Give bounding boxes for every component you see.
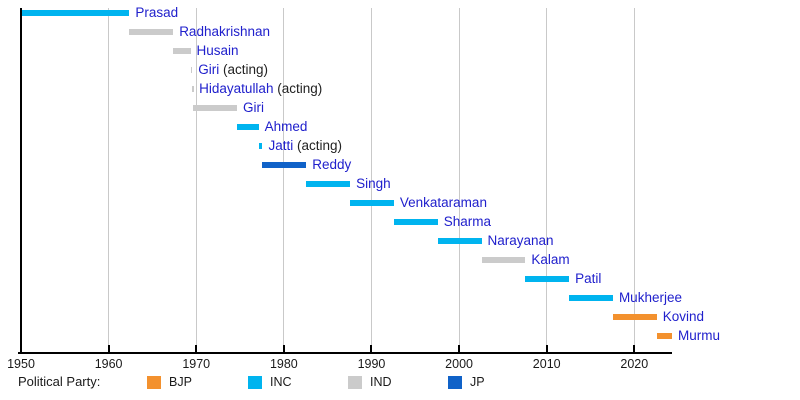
legend-swatch-ind — [348, 376, 362, 389]
president-name: Giri — [242, 100, 264, 115]
x-axis-tick-label-1970: 1970 — [182, 357, 211, 371]
bar-reddy — [262, 162, 307, 168]
x-gridline-2010 — [546, 8, 548, 352]
x-axis-tick-2000 — [458, 345, 461, 352]
bar-venkataraman — [350, 200, 394, 206]
x-axis-tick-label-1950: 1950 — [7, 357, 35, 371]
bar-hidayatullah-acting — [192, 86, 194, 92]
bar-sharma — [393, 219, 438, 225]
x-axis-tick-2010 — [545, 345, 548, 352]
x-axis-tick-label-2020: 2020 — [620, 357, 649, 371]
bar-label-mukherjee: Mukherjee — [619, 290, 682, 306]
president-name: Hidayatullah — [199, 81, 274, 96]
president-name: Reddy — [312, 157, 352, 172]
bar-label-hidayatullah: Hidayatullah (acting) — [199, 81, 322, 97]
x-axis-tick-1970 — [195, 345, 198, 352]
x-axis-tick-label-1980: 1980 — [269, 357, 298, 371]
y-axis-line — [20, 8, 22, 352]
president-name: Narayanan — [487, 233, 554, 248]
president-name: Kovind — [662, 309, 705, 324]
bar-label-husain: Husain — [197, 43, 239, 59]
president-name: Ahmed — [264, 119, 308, 134]
president-name: Radhakrishnan — [179, 24, 270, 39]
bar-label-prasad: Prasad — [135, 5, 178, 21]
president-name: Venkataraman — [399, 195, 487, 210]
bar-label-sharma: Sharma — [444, 214, 491, 230]
bar-label-kalam: Kalam — [531, 252, 569, 268]
bar-label-singh: Singh — [356, 176, 391, 192]
acting-suffix: (acting) — [219, 62, 269, 77]
president-name: Giri — [198, 62, 220, 77]
bar-prasad — [21, 10, 130, 16]
x-axis-line — [18, 352, 672, 354]
bar-label-kovind: Kovind — [663, 309, 704, 325]
x-axis-tick-1980 — [282, 345, 285, 352]
bar-radhakrishnan — [129, 29, 174, 35]
bar-label-ahmed: Ahmed — [265, 119, 308, 135]
x-gridline-1990 — [370, 8, 372, 352]
bar-giri — [193, 105, 237, 111]
bar-label-reddy: Reddy — [312, 157, 351, 173]
bar-giri-acting — [190, 67, 193, 73]
legend-title: Political Party: — [18, 374, 101, 389]
president-name: Prasad — [135, 5, 179, 20]
x-axis-tick-label-2010: 2010 — [532, 357, 561, 371]
acting-suffix: (acting) — [293, 138, 343, 153]
president-name: Singh — [356, 176, 391, 191]
bar-label-venkataraman: Venkataraman — [400, 195, 487, 211]
bar-kalam — [481, 257, 526, 263]
x-axis-tick-2020 — [633, 345, 636, 352]
bar-ahmed — [236, 124, 259, 130]
x-gridline-2000 — [458, 8, 460, 352]
bar-label-jatti: Jatti (acting) — [268, 138, 342, 154]
bar-label-murmu: Murmu — [678, 328, 720, 344]
bar-label-narayanan: Narayanan — [488, 233, 554, 249]
president-name: Husain — [196, 43, 239, 58]
legend-swatch-jp — [448, 376, 462, 389]
bar-narayanan — [437, 238, 482, 244]
president-name: Jatti — [268, 138, 294, 153]
x-gridline-2020 — [633, 8, 635, 352]
bar-singh — [306, 181, 351, 187]
x-axis-tick-1950 — [20, 345, 22, 352]
president-name: Murmu — [678, 328, 721, 343]
x-gridline-1960 — [108, 8, 110, 352]
president-name: Patil — [575, 271, 602, 286]
x-axis-tick-1960 — [107, 345, 110, 352]
president-name: Sharma — [443, 214, 491, 229]
x-gridline-1970 — [195, 8, 197, 352]
bar-label-patil: Patil — [575, 271, 601, 287]
legend-label-inc: INC — [270, 375, 292, 389]
legend-label-bjp: BJP — [169, 375, 192, 389]
legend-swatch-bjp — [147, 376, 161, 389]
bar-label-giri: Giri — [243, 100, 264, 116]
x-axis-tick-label-2000: 2000 — [445, 357, 473, 371]
bar-jatti-acting — [258, 143, 263, 149]
legend-label-jp: JP — [470, 375, 485, 389]
bar-kovind — [612, 314, 657, 320]
legend-swatch-inc — [248, 376, 262, 389]
bar-label-radhakrishnan: Radhakrishnan — [179, 24, 270, 40]
bar-label-giri: Giri (acting) — [198, 62, 268, 78]
acting-suffix: (acting) — [273, 81, 323, 96]
x-axis-tick-label-1960: 1960 — [94, 357, 123, 371]
bar-murmu — [656, 333, 672, 339]
president-name: Mukherjee — [618, 290, 682, 305]
x-gridline-1980 — [283, 8, 285, 352]
legend-label-ind: IND — [370, 375, 392, 389]
bar-husain — [173, 48, 191, 54]
president-name: Kalam — [531, 252, 570, 267]
bar-mukherjee — [569, 295, 613, 301]
bar-patil — [525, 276, 570, 282]
x-axis-tick-label-1990: 1990 — [357, 357, 386, 371]
x-axis-tick-1990 — [370, 345, 373, 352]
